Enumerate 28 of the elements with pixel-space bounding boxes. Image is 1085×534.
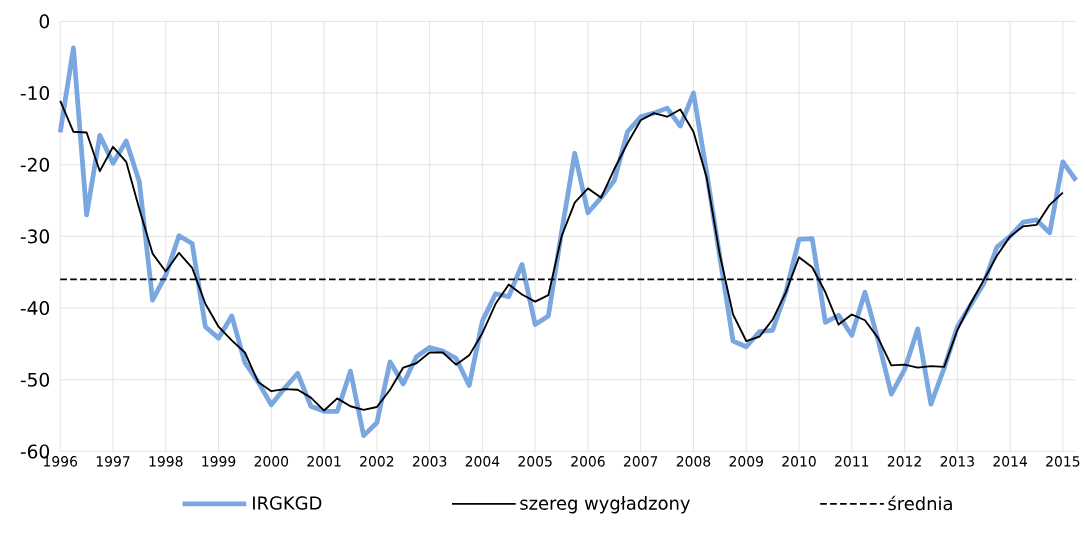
legend-label: szereg wygładzony (520, 496, 690, 514)
x-tick-label: 2000 (254, 456, 289, 467)
x-tick-label: 2014 (993, 456, 1028, 467)
y-tick-label: -10 (20, 86, 50, 101)
x-tick-label: 2006 (571, 456, 605, 467)
x-tick-label: 1997 (96, 456, 130, 467)
x-tick-label: 2008 (676, 456, 711, 467)
x-tick-label: 2003 (412, 456, 447, 467)
x-tick-label: 2015 (1046, 456, 1080, 467)
x-tick-label: 2011 (835, 456, 869, 467)
legend-label: IRGKGD (253, 496, 322, 510)
x-tick-label: 1999 (202, 456, 236, 467)
x-tick-label: 2002 (360, 456, 394, 467)
x-tick-label: 2007 (623, 456, 658, 467)
y-tick-label: 0 (39, 14, 50, 29)
y-tick-label: -50 (20, 372, 50, 387)
y-tick-label: -20 (20, 157, 50, 172)
x-tick-label: 1998 (149, 456, 183, 467)
x-tick-label: 2010 (782, 456, 816, 467)
y-tick-label: -30 (20, 229, 50, 244)
x-tick-label: 2005 (518, 456, 552, 467)
x-tick-label: 2004 (465, 456, 500, 467)
y-tick-label: -40 (20, 301, 50, 316)
x-tick-label: 2009 (729, 456, 763, 467)
x-tick-label: 2013 (940, 456, 974, 467)
x-tick-label: 2012 (887, 456, 921, 467)
x-tick-label: 2001 (307, 456, 341, 467)
legend-label: średnia (888, 495, 952, 511)
